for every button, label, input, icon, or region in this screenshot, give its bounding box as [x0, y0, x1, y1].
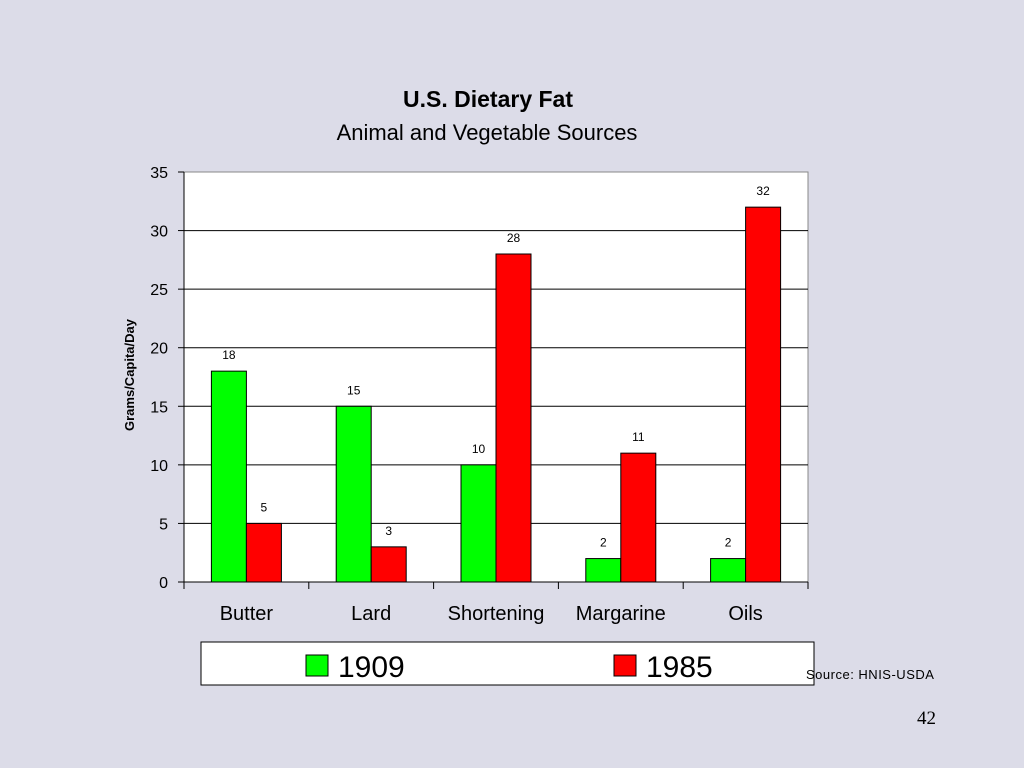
y-tick-label: 30 — [150, 224, 168, 241]
legend-label-1985: 1985 — [646, 651, 713, 684]
data-label: 18 — [222, 348, 236, 362]
legend-swatch-1985 — [613, 654, 637, 677]
x-tick-label: Oils — [728, 603, 762, 625]
y-tick-label: 35 — [150, 165, 168, 182]
y-tick-label: 10 — [150, 458, 168, 475]
bar-1909-shortening — [460, 464, 497, 583]
bar-1909-oils — [710, 558, 747, 583]
y-tick-label: 0 — [159, 575, 168, 592]
y-tick-label: 5 — [159, 516, 168, 533]
data-label: 32 — [756, 184, 770, 198]
data-label: 2 — [600, 536, 607, 550]
data-label: 28 — [507, 231, 521, 245]
data-label: 3 — [385, 524, 392, 538]
x-tick-label: Shortening — [448, 603, 545, 625]
chart-subtitle: Animal and Vegetable Sources — [337, 120, 638, 145]
x-tick-label: Butter — [220, 603, 274, 625]
data-label: 11 — [632, 430, 645, 444]
legend-label-1909: 1909 — [338, 651, 405, 684]
page-number: 42 — [917, 708, 936, 729]
legend-box — [200, 641, 815, 686]
y-axis-label: Grams/Capita/Day — [122, 318, 137, 431]
bar-1985-oils — [745, 206, 782, 583]
source-note: Source: HNIS-USDA — [806, 667, 934, 682]
bars: 18 5 15 3 10 28 2 11 2 32 — [210, 184, 782, 583]
data-label: 5 — [261, 500, 268, 514]
x-tick-label: Margarine — [576, 603, 666, 625]
y-tick-label: 20 — [150, 341, 168, 358]
y-tick-label: 25 — [150, 282, 168, 299]
data-label: 10 — [472, 442, 486, 456]
bar-1909-butter — [210, 370, 247, 583]
bar-1985-margarine — [620, 452, 657, 583]
bar-1909-lard — [335, 405, 372, 583]
x-tick-label: Lard — [351, 603, 391, 625]
bar-1985-lard — [370, 546, 407, 583]
y-tick-label: 15 — [150, 399, 168, 416]
bar-1985-butter — [245, 522, 282, 583]
legend-swatch-1909 — [305, 654, 329, 677]
bar-1909-margarine — [585, 558, 622, 583]
chart-title: U.S. Dietary Fat — [403, 86, 573, 112]
data-label: 15 — [347, 383, 361, 397]
legend: 1909 1985 — [305, 651, 713, 684]
data-label: 2 — [725, 536, 732, 550]
bar-1985-shortening — [495, 253, 532, 583]
